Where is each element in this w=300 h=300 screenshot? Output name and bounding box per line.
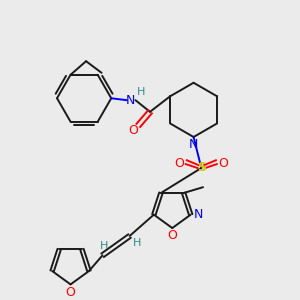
Text: O: O [219, 157, 229, 169]
Text: O: O [174, 157, 184, 169]
Text: H: H [100, 241, 109, 251]
Text: O: O [129, 124, 139, 137]
Text: H: H [137, 87, 146, 98]
Text: S: S [197, 161, 206, 175]
Text: O: O [167, 229, 177, 242]
Text: O: O [66, 286, 76, 298]
Text: H: H [133, 238, 142, 248]
Text: N: N [189, 138, 198, 151]
Text: N: N [194, 208, 203, 221]
Text: N: N [126, 94, 135, 107]
